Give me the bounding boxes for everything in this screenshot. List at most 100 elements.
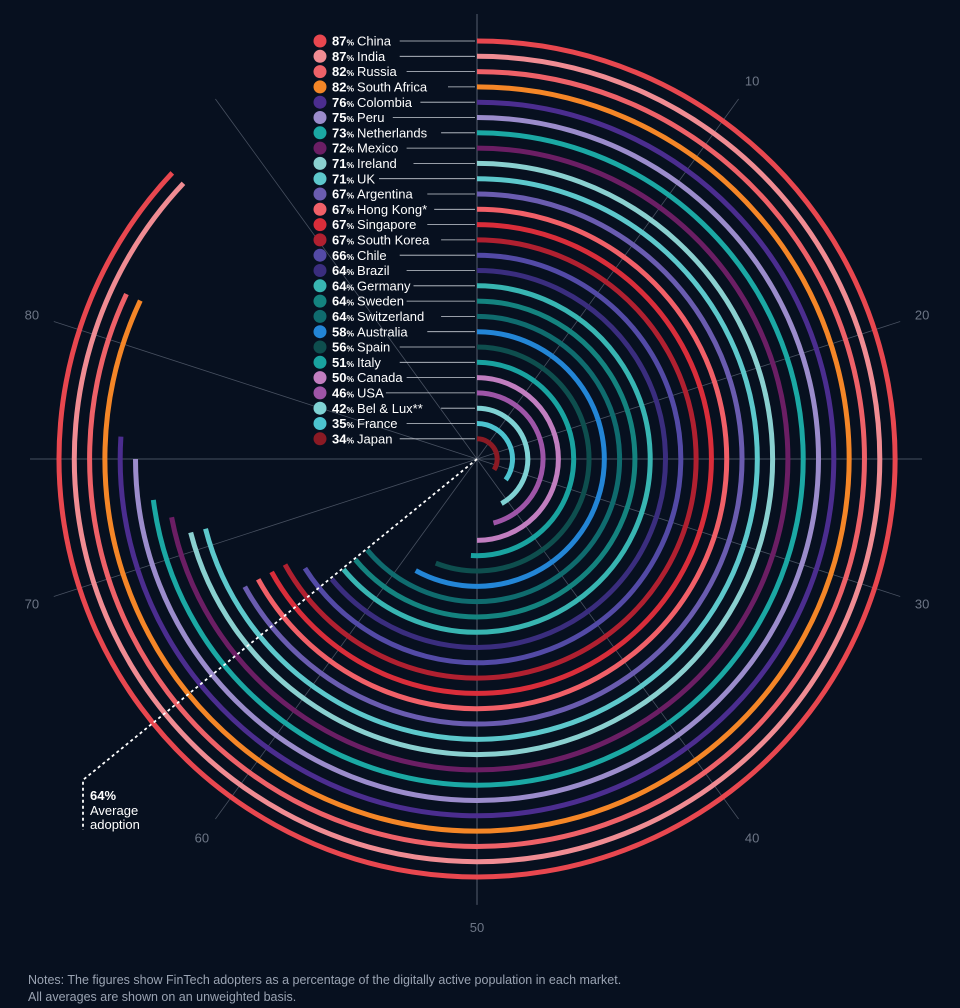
legend-dot-mexico: [313, 141, 327, 155]
legend-name-germany: Germany: [357, 278, 411, 293]
legend-name-chile: Chile: [357, 248, 387, 263]
legend-dot-south-korea: [313, 233, 327, 247]
ring-germany: [341, 283, 653, 635]
legend-name-china: China: [357, 34, 392, 49]
ring-usa: [476, 390, 546, 526]
legend-percent-ireland: %: [346, 160, 354, 170]
legend-value-mexico: 72: [332, 141, 346, 156]
legend-name-mexico: Mexico: [357, 141, 398, 156]
legend-value-hong-kong: 67: [332, 202, 346, 217]
ring-russia: [87, 69, 867, 849]
ring-argentina: [242, 191, 745, 727]
ring-ireland: [188, 160, 776, 758]
rings: [56, 38, 898, 880]
notes-line-1: Notes: The figures show FinTech adopters…: [28, 973, 622, 987]
legend-name-ireland: Ireland: [357, 156, 397, 171]
legend-name-uk: UK: [357, 171, 375, 186]
legend-dot-colombia: [313, 95, 327, 109]
tick-label-20: 20: [915, 307, 929, 322]
legend-percent-france: %: [346, 420, 354, 430]
ring-south-africa: [102, 84, 852, 834]
legend-label-sweden: 64% Sweden: [332, 294, 404, 309]
ring-netherlands: [150, 130, 806, 788]
ring-sweden: [353, 298, 638, 620]
legend-percent-switzerland: %: [346, 313, 354, 323]
legend-percent-netherlands: %: [346, 129, 354, 139]
ring-italy: [470, 359, 577, 559]
tick-label-10: 10: [745, 73, 759, 88]
legend-label-switzerland: 64% Switzerland: [332, 309, 424, 324]
legend-value-japan: 34: [332, 431, 347, 446]
legend-percent-bel-lux: %: [346, 405, 354, 415]
tick-label-30: 30: [915, 597, 929, 612]
ring-china: [56, 38, 898, 880]
legend-value-canada: 50: [332, 370, 346, 385]
legend-percent-germany: %: [346, 282, 354, 292]
legend-name-south-africa: South Africa: [357, 80, 428, 95]
tick-label-40: 40: [745, 831, 759, 846]
ring-switzerland: [365, 313, 623, 605]
legend-name-hong-kong: Hong Kong*: [357, 202, 427, 217]
legend-percent-south-africa: %: [346, 84, 354, 94]
legend-label-chile: 66% Chile: [332, 248, 387, 263]
legend-name-usa: USA: [357, 386, 384, 401]
legend-dot-peru: [313, 111, 327, 124]
spoke-80: [53, 321, 478, 460]
legend-value-sweden: 64: [332, 294, 347, 309]
legend-label-bel-lux: 42% Bel & Lux**: [332, 401, 423, 416]
legend-label-netherlands: 73% Netherlands: [332, 125, 428, 140]
legend-dot-india: [313, 49, 327, 63]
legend-label-spain: 56% Spain: [332, 340, 390, 355]
legend-value-argentina: 67: [332, 187, 346, 202]
legend-label-south-korea: 67% South Korea: [332, 233, 430, 248]
legend-name-spain: Spain: [357, 340, 390, 355]
legend-value-china: 87: [332, 34, 346, 49]
ring-singapore: [269, 222, 714, 696]
ring-colombia: [117, 99, 837, 819]
legend-value-uk: 71: [332, 171, 346, 186]
legend-value-bel-lux: 42: [332, 401, 346, 416]
legend-percent-italy: %: [346, 359, 354, 369]
legend-dot-ireland: [313, 156, 327, 170]
ring-mexico: [169, 145, 791, 773]
legend-name-bel-lux: Bel & Lux**: [357, 401, 423, 416]
legend-name-switzerland: Switzerland: [357, 309, 424, 324]
legend-value-south-africa: 82: [332, 80, 346, 95]
legend-name-singapore: Singapore: [357, 217, 416, 232]
legend-value-russia: 82: [332, 64, 346, 79]
tick-label-50: 50: [470, 920, 484, 935]
legend-percent-australia: %: [346, 328, 354, 338]
legend-name-italy: Italy: [357, 355, 381, 370]
legend-label-germany: 64% Germany: [332, 278, 411, 293]
legend-name-france: France: [357, 416, 397, 431]
legend-label-hong-kong: 67% Hong Kong*: [332, 202, 427, 217]
legend-percent-mexico: %: [346, 145, 354, 155]
legend-dot-canada: [313, 371, 327, 385]
legend-percent-canada: %: [346, 374, 354, 384]
average-dashed-line: [82, 458, 478, 830]
legend-dot-singapore: [313, 218, 327, 232]
legend-percent-india: %: [346, 53, 354, 63]
ring-hong-kong: [256, 206, 730, 712]
legend-label-uk: 71% UK: [332, 171, 375, 186]
legend-name-south-korea: South Korea: [357, 233, 430, 248]
spoke-90: [215, 98, 478, 460]
tick-label-70: 70: [25, 597, 39, 612]
legend-value-brazil: 64: [332, 263, 347, 278]
legend-label-russia: 82% Russia: [332, 64, 398, 79]
legend-value-south-korea: 67: [332, 233, 346, 248]
legend-name-australia: Australia: [357, 324, 408, 339]
legend-percent-brazil: %: [346, 267, 354, 277]
legend-value-netherlands: 73: [332, 125, 346, 140]
legend-dot-sweden: [313, 294, 327, 308]
legend-percent-china: %: [346, 38, 354, 48]
legend-label-china: 87% China: [332, 34, 392, 49]
legend-label-brazil: 64% Brazil: [332, 263, 390, 278]
legend-percent-uk: %: [346, 175, 354, 185]
legend-label-argentina: 67% Argentina: [332, 187, 413, 202]
legend-name-india: India: [357, 49, 386, 64]
ring-japan: [476, 436, 500, 472]
legend-label-india: 87% India: [332, 49, 386, 64]
